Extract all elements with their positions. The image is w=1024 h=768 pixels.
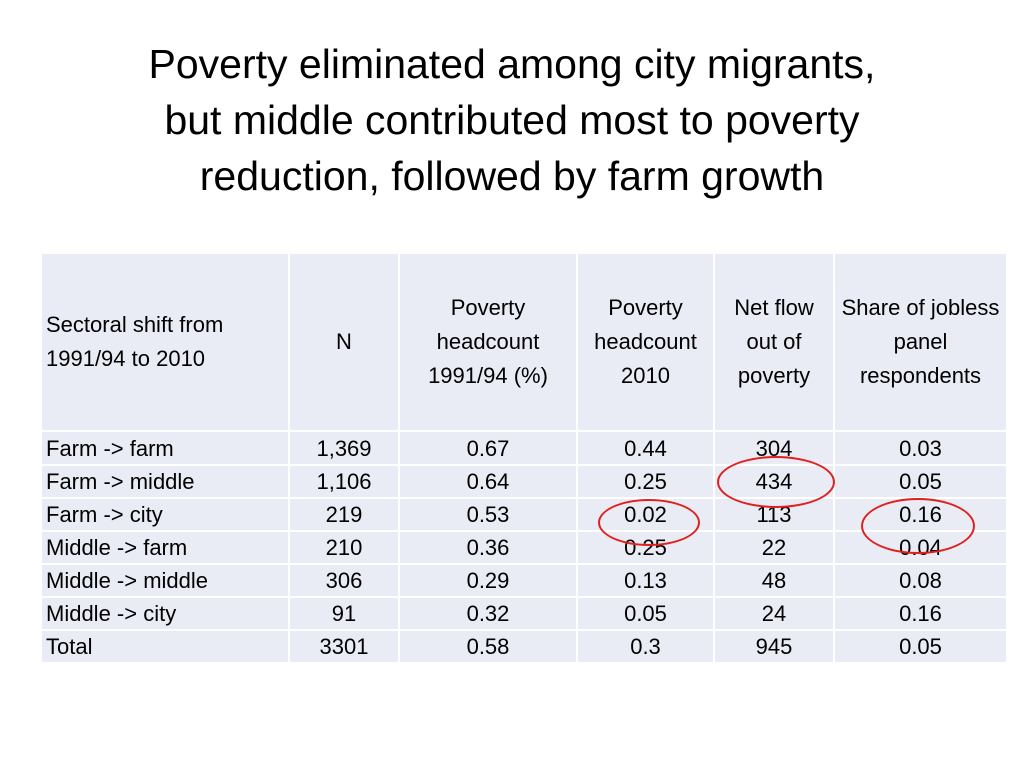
table-row: Middle -> farm 210 0.36 0.25 22 0.04 <box>42 532 1006 563</box>
title-line-2: but middle contributed most to poverty <box>164 97 860 143</box>
cell-jobless-share: 0.03 <box>835 432 1006 464</box>
row-label: Farm -> middle <box>42 466 288 497</box>
cell-jobless-share: 0.08 <box>835 565 1006 596</box>
cell-net-flow: 48 <box>715 565 833 596</box>
row-label: Farm -> farm <box>42 432 288 464</box>
poverty-table: Sectoral shift from 1991/94 to 2010 N Po… <box>40 252 1008 664</box>
cell-n: 306 <box>290 565 398 596</box>
row-label: Middle -> city <box>42 598 288 629</box>
header-row: Sectoral shift from 1991/94 to 2010 N Po… <box>42 254 1006 430</box>
row-label: Middle -> middle <box>42 565 288 596</box>
cell-n: 3301 <box>290 631 398 662</box>
title-line-3: reduction, followed by farm growth <box>199 153 825 199</box>
cell-net-flow: 434 <box>715 466 833 497</box>
cell-net-flow: 24 <box>715 598 833 629</box>
header-poverty-1991: Poverty headcount 1991/94 (%) <box>400 254 576 430</box>
cell-net-flow: 304 <box>715 432 833 464</box>
header-poverty-2010: Poverty headcount 2010 <box>578 254 713 430</box>
row-label: Total <box>42 631 288 662</box>
cell-poverty-1991: 0.36 <box>400 532 576 563</box>
header-jobless-share: Share of jobless panel respondents <box>835 254 1006 430</box>
table-row-total: Total 3301 0.58 0.3 945 0.05 <box>42 631 1006 662</box>
cell-poverty-2010: 0.13 <box>578 565 713 596</box>
header-n: N <box>290 254 398 430</box>
cell-poverty-1991: 0.53 <box>400 499 576 530</box>
table-row: Farm -> farm 1,369 0.67 0.44 304 0.03 <box>42 432 1006 464</box>
cell-n: 91 <box>290 598 398 629</box>
cell-poverty-2010: 0.25 <box>578 532 713 563</box>
cell-poverty-2010: 0.25 <box>578 466 713 497</box>
cell-n: 1,106 <box>290 466 398 497</box>
cell-poverty-1991: 0.67 <box>400 432 576 464</box>
row-label: Middle -> farm <box>42 532 288 563</box>
cell-poverty-2010: 0.05 <box>578 598 713 629</box>
table-row: Middle -> middle 306 0.29 0.13 48 0.08 <box>42 565 1006 596</box>
cell-net-flow: 113 <box>715 499 833 530</box>
cell-poverty-2010: 0.3 <box>578 631 713 662</box>
slide-title: Poverty eliminated among city migrants, … <box>20 36 1004 204</box>
cell-jobless-share: 0.05 <box>835 631 1006 662</box>
table-row: Farm -> middle 1,106 0.64 0.25 434 0.05 <box>42 466 1006 497</box>
table-row: Middle -> city 91 0.32 0.05 24 0.16 <box>42 598 1006 629</box>
cell-poverty-2010: 0.44 <box>578 432 713 464</box>
header-sectoral-shift: Sectoral shift from 1991/94 to 2010 <box>42 254 288 430</box>
cell-jobless-share: 0.04 <box>835 532 1006 563</box>
cell-net-flow: 945 <box>715 631 833 662</box>
cell-poverty-1991: 0.32 <box>400 598 576 629</box>
cell-poverty-2010: 0.02 <box>578 499 713 530</box>
header-net-flow: Net flow out of poverty <box>715 254 833 430</box>
title-line-1: Poverty eliminated among city migrants, <box>148 41 876 87</box>
table-container: Sectoral shift from 1991/94 to 2010 N Po… <box>40 252 1008 664</box>
row-label: Farm -> city <box>42 499 288 530</box>
cell-poverty-1991: 0.29 <box>400 565 576 596</box>
cell-n: 210 <box>290 532 398 563</box>
cell-n: 219 <box>290 499 398 530</box>
cell-net-flow: 22 <box>715 532 833 563</box>
cell-poverty-1991: 0.58 <box>400 631 576 662</box>
cell-n: 1,369 <box>290 432 398 464</box>
cell-jobless-share: 0.16 <box>835 499 1006 530</box>
cell-jobless-share: 0.16 <box>835 598 1006 629</box>
table-row: Farm -> city 219 0.53 0.02 113 0.16 <box>42 499 1006 530</box>
cell-poverty-1991: 0.64 <box>400 466 576 497</box>
cell-jobless-share: 0.05 <box>835 466 1006 497</box>
